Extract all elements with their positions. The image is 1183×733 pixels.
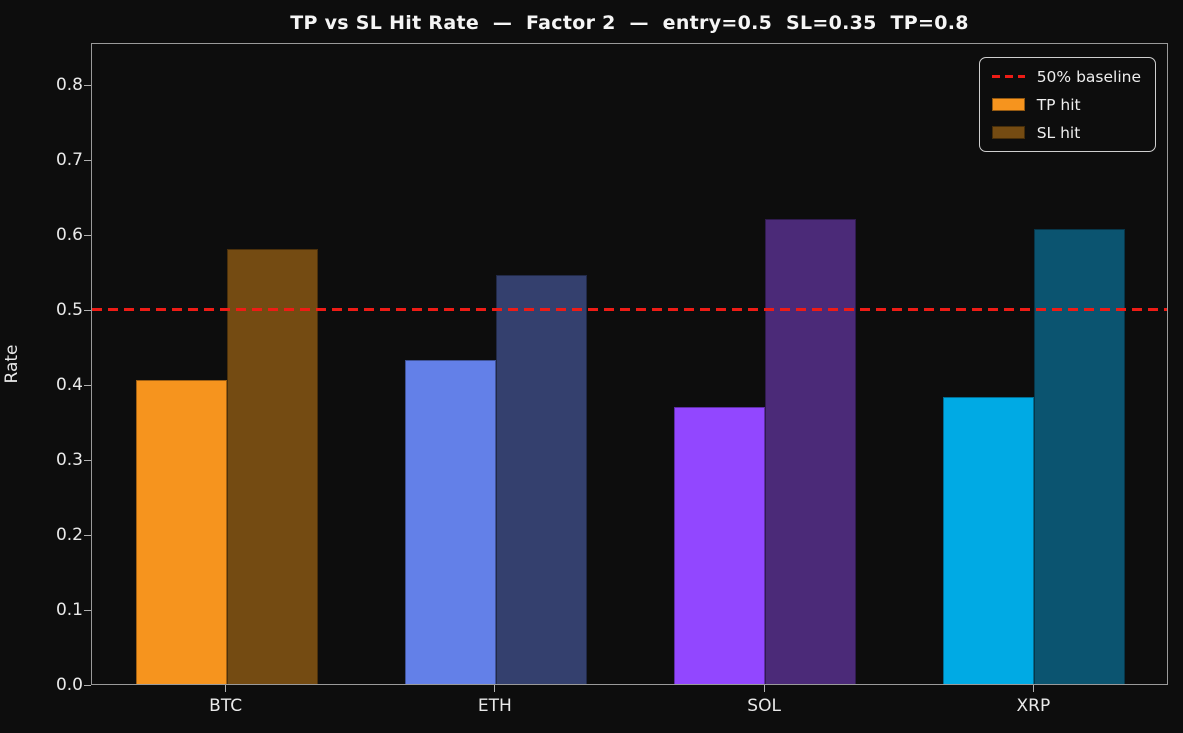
x-tick-label-sol: SOL (747, 696, 781, 716)
y-axis-label: Rate (2, 344, 22, 384)
y-tick-mark (84, 84, 91, 86)
x-tick-mark (494, 685, 496, 692)
y-tick-label: 0.6 (55, 224, 83, 245)
bar-sol-tp (674, 406, 766, 684)
legend-box: 50% baseline TP hit SL hit (978, 57, 1156, 152)
bar-eth-sl (495, 275, 587, 684)
y-tick-mark (84, 159, 91, 161)
y-tick-label: 0.1 (55, 599, 83, 620)
y-tick-label: 0.7 (55, 149, 83, 170)
bar-sol-sl (765, 219, 857, 684)
legend-label: 50% baseline (1036, 67, 1141, 86)
x-tick-label-btc: BTC (209, 696, 243, 716)
bar-eth-tp (404, 360, 496, 684)
x-tick-mark (225, 685, 227, 692)
legend-dashed-line-icon (991, 75, 1025, 78)
chart-title: TP vs SL Hit Rate — Factor 2 — entry=0.5… (290, 12, 969, 34)
y-tick-label: 0.0 (55, 674, 83, 695)
y-tick-mark (84, 609, 91, 611)
x-tick-mark (1032, 685, 1034, 692)
legend-label: TP hit (1036, 95, 1081, 114)
x-tick-mark (763, 685, 765, 692)
legend-color-patch-icon (991, 98, 1025, 111)
y-tick-label: 0.8 (55, 74, 83, 95)
y-tick-mark (84, 534, 91, 536)
x-tick-label-xrp: XRP (1016, 696, 1051, 716)
bar-xrp-tp (943, 396, 1035, 684)
y-tick-label: 0.2 (55, 524, 83, 545)
x-tick-label-eth: ETH (477, 696, 512, 716)
y-tick-label: 0.4 (55, 374, 83, 395)
y-tick-mark (84, 459, 91, 461)
y-tick-mark (84, 384, 91, 386)
bar-xrp-sl (1034, 228, 1126, 684)
y-tick-label: 0.5 (55, 299, 83, 320)
y-tick-label: 0.3 (55, 449, 83, 470)
bar-btc-sl (226, 249, 318, 684)
baseline-50pct-line (92, 307, 1167, 311)
y-tick-mark (84, 684, 91, 686)
legend-item: TP hit (991, 95, 1141, 114)
legend-item: SL hit (991, 123, 1141, 142)
legend-color-patch-icon (991, 126, 1025, 139)
y-tick-mark (84, 309, 91, 311)
legend-label: SL hit (1036, 123, 1081, 142)
bar-btc-tp (135, 380, 227, 684)
legend-item: 50% baseline (991, 67, 1141, 86)
y-tick-mark (84, 234, 91, 236)
